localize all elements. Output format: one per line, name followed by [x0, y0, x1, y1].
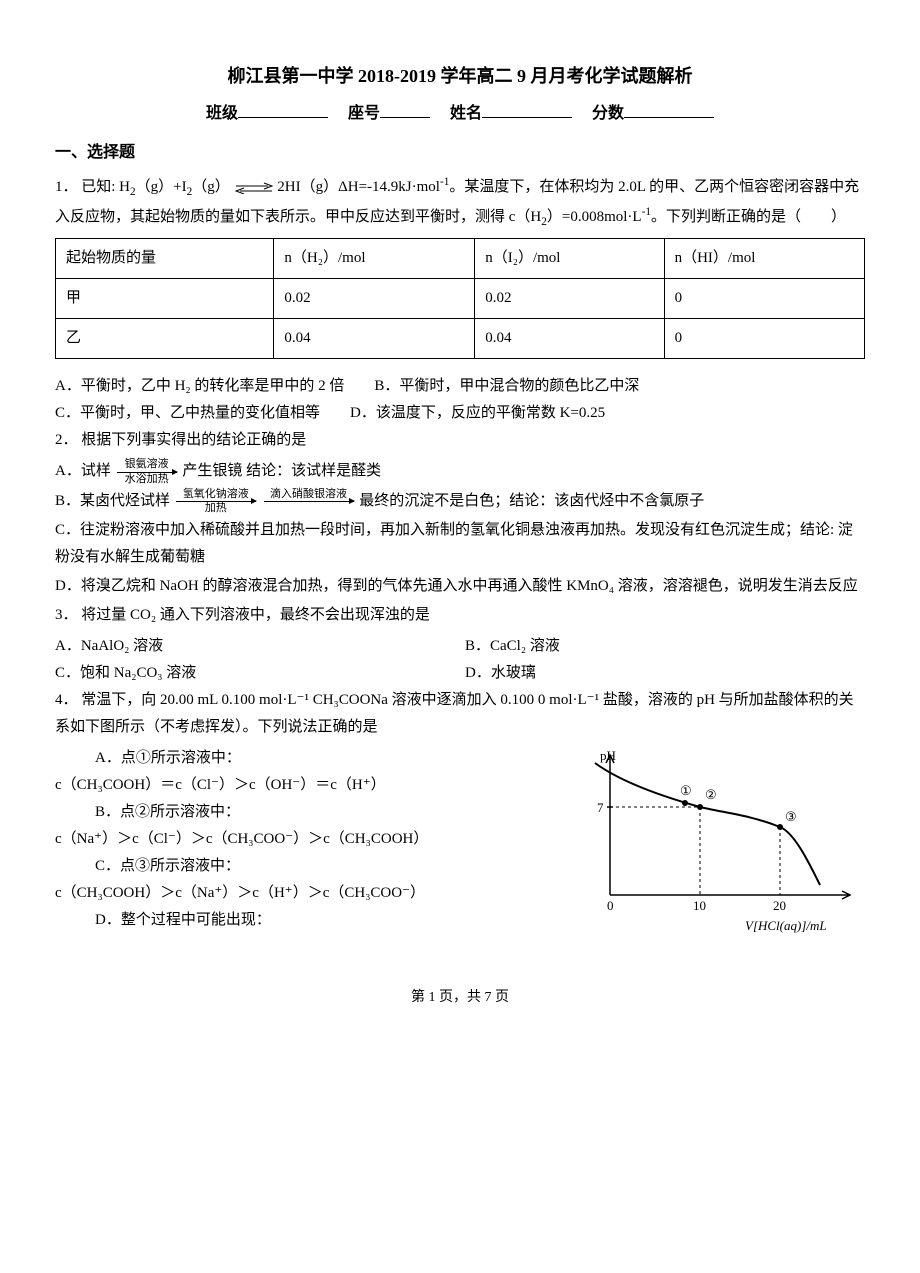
q2a-pre: A．试样: [55, 464, 111, 480]
seat-label: 座号: [348, 105, 380, 122]
q1-options-row1: A．平衡时，乙中 H₂ 的转化率是甲中的 2 倍 B．平衡时，甲中混合物的颜色比…: [55, 373, 865, 400]
section-1-header: 一、选择题: [55, 139, 865, 168]
score-label: 分数: [592, 105, 624, 122]
q4-option-a-eq: c（CH₃COOH）＝c（Cl⁻）＞c（OH⁻）＝c（H⁺）: [55, 772, 565, 799]
q4-option-b-label: B．点②所示溶液中：: [55, 799, 565, 826]
table-cell: 0: [664, 279, 864, 319]
page-footer: 第 1 页，共 7 页: [55, 985, 865, 1010]
ph-curve-chart: pH 7 ① ② ③ 0 10 20 V[HCl(aq)]/mL: [585, 745, 865, 935]
table-header: n（I₂）/mol: [475, 239, 664, 279]
seat-blank: [380, 102, 430, 118]
q2b-post: 最终的沉淀不是白色；结论：该卤代烃中不含氯原子: [359, 493, 704, 509]
table-cell: 乙: [56, 319, 274, 359]
ph-curve: [595, 763, 820, 885]
table-header: n（HI）/mol: [664, 239, 864, 279]
y-tick-7: 7: [597, 800, 604, 815]
q1-options-row2: C．平衡时，甲、乙中热量的变化值相等 D．该温度下，反应的平衡常数 K=0.25: [55, 400, 865, 427]
q2-option-c: C．往淀粉溶液中加入稀硫酸并且加热一段时间，再加入新制的氢氧化铜悬浊液再加热。发…: [55, 517, 865, 571]
name-blank: [482, 102, 572, 118]
q3-option-d: D．水玻璃: [465, 660, 536, 687]
q3-option-a: A．NaAlO₂ 溶液: [55, 633, 435, 660]
q4-option-d-label: D．整个过程中可能出现：: [55, 907, 565, 934]
point-1-label: ①: [680, 783, 692, 798]
q1-frag: （g）: [192, 179, 230, 195]
table-cell: 0: [664, 319, 864, 359]
point-2-label: ②: [705, 787, 717, 802]
point-3-label: ③: [785, 809, 797, 824]
q3-options-row1: A．NaAlO₂ 溶液 B．CaCl₂ 溶液: [55, 633, 865, 660]
flow-arrow-2: 氢氧化钠溶液 加热: [176, 488, 256, 515]
flow-top: 氢氧化钠溶液: [183, 488, 249, 501]
x-tick-10: 10: [693, 898, 706, 913]
q1-option-a: A．平衡时，乙中 H₂ 的转化率是甲中的 2 倍: [55, 373, 344, 400]
flow-arrow-1: 银氨溶液 水浴加热: [117, 458, 177, 485]
table-cell: 0.02: [274, 279, 475, 319]
table-cell: 甲: [56, 279, 274, 319]
q3-stem: 将过量 CO₂ 通入下列溶液中，最终不会出现浑浊的是: [81, 607, 430, 623]
q4-chart: pH 7 ① ② ③ 0 10 20 V[HCl(aq)]/mL: [585, 745, 865, 945]
class-label: 班级: [206, 105, 238, 122]
table-row: 乙 0.04 0.04 0: [56, 319, 865, 359]
x-axis-label: V[HCl(aq)]/mL: [745, 918, 827, 933]
q4-num: 4．: [55, 692, 78, 708]
q1-frag: 已知: H: [81, 179, 130, 195]
q4-option-c-label: C．点③所示溶液中：: [55, 853, 565, 880]
q1-frag: ）=0.008mol·L: [547, 209, 642, 225]
q1-num: 1．: [55, 179, 78, 195]
table-header: 起始物质的量: [56, 239, 274, 279]
q1-frag: 。下列判断正确的是（ ）: [651, 209, 846, 225]
table-header-row: 起始物质的量 n（H₂）/mol n（I₂）/mol n（HI）/mol: [56, 239, 865, 279]
q2a-post: 产生银镜 结论：该试样是醛类: [182, 464, 381, 480]
table-cell: 0.02: [475, 279, 664, 319]
point-2: [697, 804, 703, 810]
flow-top: 银氨溶液: [125, 458, 169, 471]
q2b-pre: B．某卤代烃试样: [55, 493, 170, 509]
name-label: 姓名: [450, 105, 482, 122]
question-3: 3． 将过量 CO₂ 通入下列溶液中，最终不会出现浑浊的是: [55, 602, 865, 629]
student-info-row: 班级 座号 姓名 分数: [55, 100, 865, 129]
x-tick-20: 20: [773, 898, 786, 913]
q3-options-row2: C．饱和 Na₂CO₃ 溶液 D．水玻璃: [55, 660, 865, 687]
question-4: 4． 常温下，向 20.00 mL 0.100 mol·L⁻¹ CH₃COONa…: [55, 687, 865, 741]
q2-num: 2．: [55, 432, 78, 448]
q2-option-b: B．某卤代烃试样 氢氧化钠溶液 加热 滴入硝酸银溶液 最终的沉淀不是白色；结论：…: [55, 488, 865, 515]
x-tick-0: 0: [607, 898, 614, 913]
q1-option-d: D．该温度下，反应的平衡常数 K=0.25: [350, 400, 605, 427]
point-1: [682, 800, 688, 806]
q1-option-b: B．平衡时，甲中混合物的颜色比乙中深: [374, 373, 639, 400]
table-row: 甲 0.02 0.02 0: [56, 279, 865, 319]
flow-bot: [307, 502, 310, 515]
flow-bot: 加热: [205, 502, 227, 515]
table-header: n（H₂）/mol: [274, 239, 475, 279]
flow-top: 滴入硝酸银溶液: [270, 488, 347, 501]
q4-stem: 常温下，向 20.00 mL 0.100 mol·L⁻¹ CH₃COONa 溶液…: [55, 692, 854, 735]
q3-num: 3．: [55, 607, 78, 623]
q4-body: A．点①所示溶液中： c（CH₃COOH）＝c（Cl⁻）＞c（OH⁻）＝c（H⁺…: [55, 745, 865, 945]
table-cell: 0.04: [274, 319, 475, 359]
q1-option-c: C．平衡时，甲、乙中热量的变化值相等: [55, 400, 320, 427]
q4-options: A．点①所示溶液中： c（CH₃COOH）＝c（Cl⁻）＞c（OH⁻）＝c（H⁺…: [55, 745, 565, 934]
point-3: [777, 824, 783, 830]
q2-stem: 根据下列事实得出的结论正确的是: [81, 432, 306, 448]
q1-text: 已知: H2（g）+I2（g） 2HI（g）ΔH=-14.9kJ·mol-1。某…: [55, 179, 859, 225]
equilibrium-arrow-icon: [234, 182, 274, 194]
question-1: 1． 已知: H2（g）+I2（g） 2HI（g）ΔH=-14.9kJ·mol-…: [55, 172, 865, 233]
q4-option-b-eq: c（Na⁺）＞c（Cl⁻）＞c（CH₃COO⁻）＞c（CH₃COOH）: [55, 826, 565, 853]
q3-option-b: B．CaCl₂ 溶液: [465, 633, 560, 660]
q3-option-c: C．饱和 Na₂CO₃ 溶液: [55, 660, 435, 687]
class-blank: [238, 102, 328, 118]
flow-bot: 水浴加热: [125, 473, 169, 486]
q1-frag: 2HI（g）ΔH=-14.9kJ·mol: [277, 179, 440, 195]
page-title: 柳江县第一中学 2018-2019 学年高二 9 月月考化学试题解析: [55, 60, 865, 92]
q2-option-a: A．试样 银氨溶液 水浴加热 产生银镜 结论：该试样是醛类: [55, 458, 865, 485]
q1-table: 起始物质的量 n（H₂）/mol n（I₂）/mol n（HI）/mol 甲 0…: [55, 238, 865, 359]
flow-arrow-3: 滴入硝酸银溶液: [264, 488, 354, 515]
question-2: 2． 根据下列事实得出的结论正确的是: [55, 427, 865, 454]
table-cell: 0.04: [475, 319, 664, 359]
score-blank: [624, 102, 714, 118]
q2-option-d: D．将溴乙烷和 NaOH 的醇溶液混合加热，得到的气体先通入水中再通入酸性 KM…: [55, 573, 865, 600]
q4-option-c-eq: c（CH₃COOH）＞c（Na⁺）＞c（H⁺）＞c（CH₃COO⁻）: [55, 880, 565, 907]
q1-frag: （g）+I: [136, 179, 187, 195]
q4-option-a-label: A．点①所示溶液中：: [55, 745, 565, 772]
